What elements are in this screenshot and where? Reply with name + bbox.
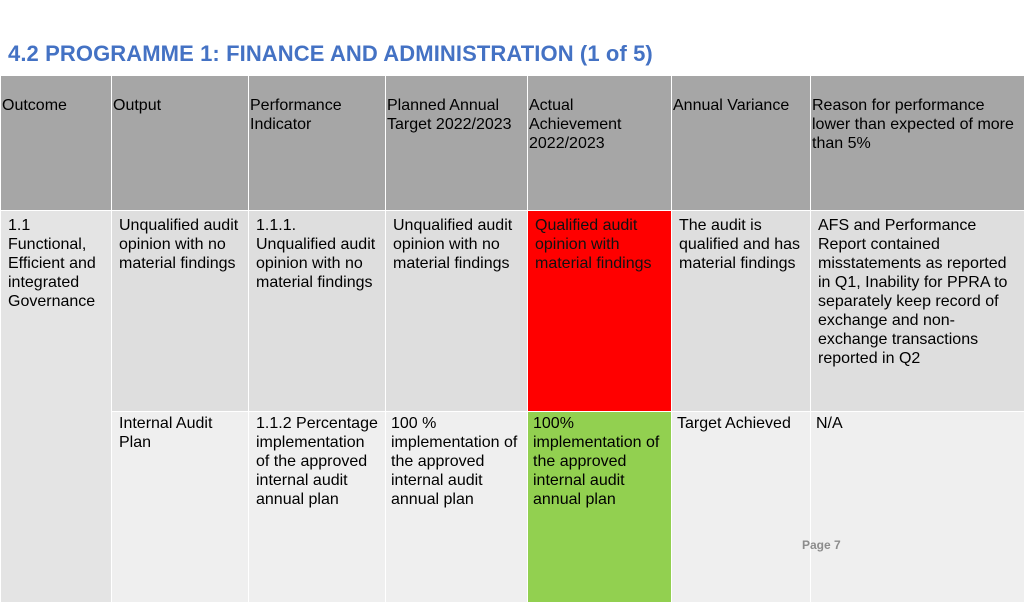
header-reason: Reason for performance lower than expect…: [811, 76, 1024, 211]
cell-output: Unqualified audit opinion with no materi…: [112, 211, 249, 412]
cell-indicator: 1.1.2 Percentage implementation of the a…: [249, 412, 386, 603]
header-outcome: Outcome: [1, 76, 112, 211]
header-actual-achievement: Actual Achievement 2022/2023: [528, 76, 672, 211]
table-row: 1.1 Functional, Efficient and integrated…: [1, 211, 1024, 412]
cell-output: Internal Audit Plan: [112, 412, 249, 603]
page-number: Page 7: [802, 538, 841, 552]
cell-target: 100 % implementation of the approved int…: [386, 412, 528, 603]
table-header-row: Outcome Output Performance Indicator Pla…: [1, 76, 1024, 211]
cell-variance: The audit is qualified and has material …: [672, 211, 811, 412]
cell-outcome: 1.1 Functional, Efficient and integrated…: [1, 211, 112, 603]
header-planned-target: Planned Annual Target 2022/2023: [386, 76, 528, 211]
cell-achievement-achieved: 100% implementation of the approved inte…: [528, 412, 672, 603]
performance-table: Outcome Output Performance Indicator Pla…: [0, 75, 1024, 603]
header-output: Output: [112, 76, 249, 211]
cell-reason: AFS and Performance Report contained mis…: [811, 211, 1024, 412]
header-annual-variance: Annual Variance: [672, 76, 811, 211]
cell-indicator: 1.1.1. Unqualified audit opinion with no…: [249, 211, 386, 412]
cell-reason: N/A: [811, 412, 1024, 603]
page-title: 4.2 PROGRAMME 1: FINANCE AND ADMINISTRAT…: [8, 41, 653, 67]
header-performance-indicator: Performance Indicator: [249, 76, 386, 211]
cell-target: Unqualified audit opinion with no materi…: [386, 211, 528, 412]
table-row: Internal Audit Plan 1.1.2 Percentage imp…: [1, 412, 1024, 603]
cell-variance: Target Achieved: [672, 412, 811, 603]
cell-achievement-not-achieved: Qualified audit opinion with material fi…: [528, 211, 672, 412]
